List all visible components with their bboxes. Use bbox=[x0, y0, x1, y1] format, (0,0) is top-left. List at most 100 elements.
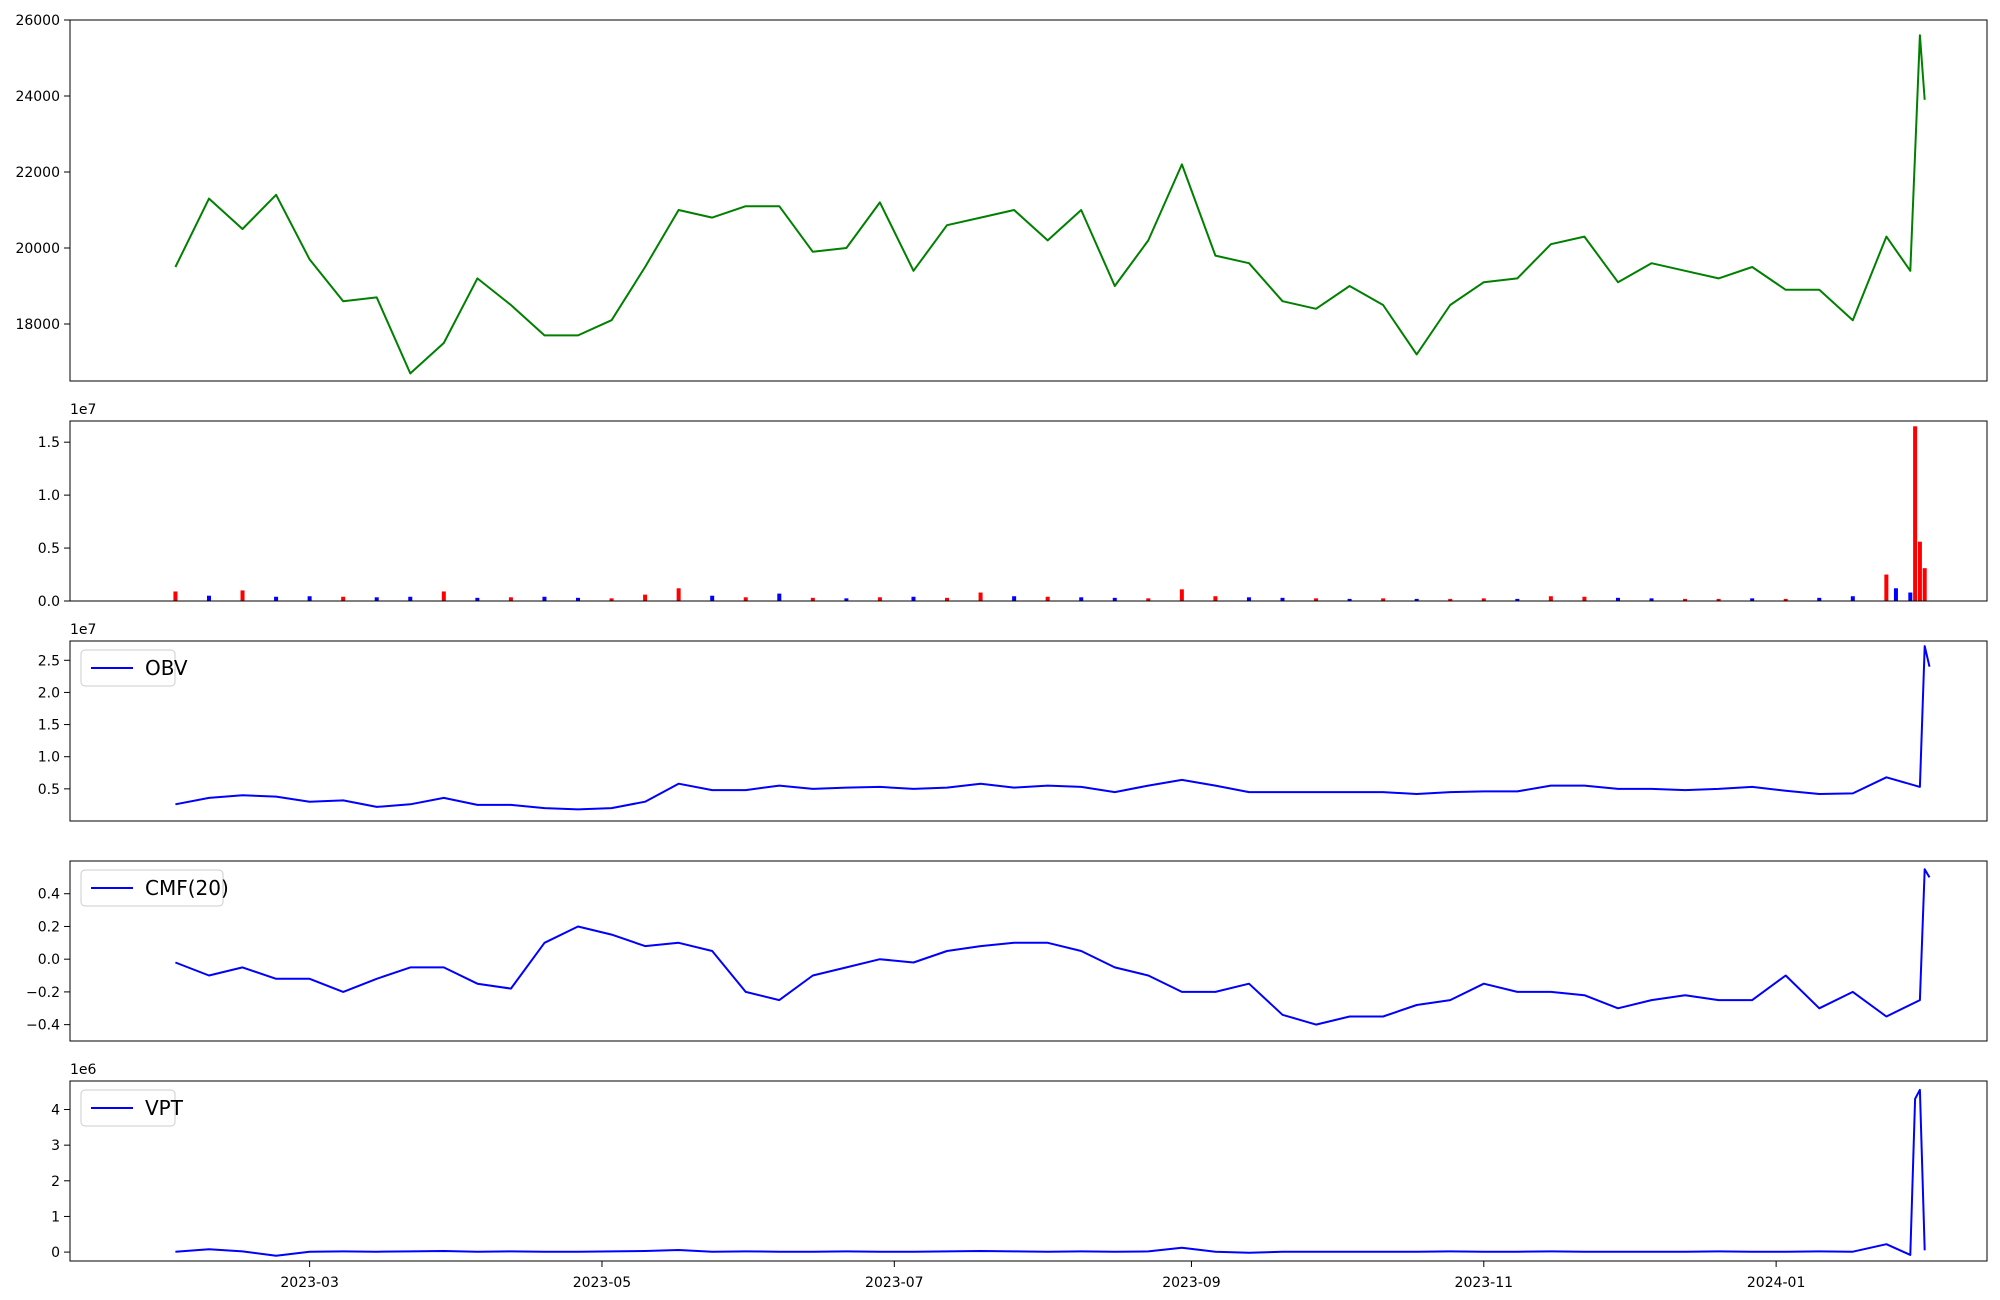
volume-bar bbox=[1012, 596, 1017, 601]
y-tick-label: 18000 bbox=[15, 317, 60, 333]
volume-bar bbox=[341, 596, 346, 601]
volume-bar bbox=[1381, 598, 1386, 601]
volume-bar bbox=[1922, 568, 1927, 601]
volume-bar bbox=[945, 597, 950, 601]
y-tick-label: 2.5 bbox=[38, 653, 60, 669]
volume-bar bbox=[1314, 598, 1319, 601]
volume-bar bbox=[1146, 598, 1151, 601]
volume-bar bbox=[1179, 589, 1184, 601]
y-tick-label: 2 bbox=[51, 1174, 60, 1190]
volume-bar bbox=[1893, 588, 1898, 601]
volume-bar bbox=[1414, 598, 1419, 601]
series-line bbox=[175, 645, 1931, 811]
axis-offset-label: 1e6 bbox=[70, 1062, 97, 1078]
volume-bar bbox=[978, 592, 983, 601]
x-tick-label: 2023-07 bbox=[865, 1275, 924, 1291]
series-line bbox=[174, 34, 1926, 375]
volume-bar bbox=[1817, 597, 1822, 601]
plot-frame bbox=[69, 19, 1988, 382]
volume-bar bbox=[240, 590, 245, 601]
volume-bar bbox=[777, 593, 782, 601]
y-tick-label: 3 bbox=[51, 1138, 60, 1154]
volume-bar bbox=[1548, 596, 1553, 601]
volume-bar bbox=[1649, 598, 1654, 601]
volume-bar bbox=[810, 597, 815, 601]
panel-4: −0.4 −0.2 0.0 0.2 0.4 CMF(20) bbox=[26, 860, 1988, 1042]
y-tick-label: 2.0 bbox=[38, 685, 60, 701]
volume-bar bbox=[1246, 597, 1251, 601]
volume-bar bbox=[1913, 426, 1918, 601]
volume-bar bbox=[1750, 598, 1755, 601]
x-tick-label: 2024-01 bbox=[1747, 1275, 1806, 1291]
volume-bar bbox=[911, 596, 916, 601]
y-tick-label: 0 bbox=[51, 1245, 60, 1261]
volume-bar bbox=[274, 596, 279, 601]
legend-label: OBV bbox=[145, 656, 188, 680]
y-tick-label: 0.5 bbox=[38, 541, 60, 557]
plot-frame bbox=[69, 640, 1988, 822]
y-tick-label: 24000 bbox=[15, 89, 60, 105]
volume-bar bbox=[206, 595, 211, 601]
y-tick-label: 22000 bbox=[15, 165, 60, 181]
y-tick-label: 0.2 bbox=[38, 919, 60, 935]
volume-bar bbox=[877, 597, 882, 601]
y-tick-label: −0.4 bbox=[26, 1018, 60, 1034]
volume-bar bbox=[609, 598, 614, 601]
volume-bar bbox=[508, 597, 513, 601]
volume-bar bbox=[374, 597, 379, 601]
legend: OBV bbox=[80, 649, 188, 687]
y-tick-label: 1.5 bbox=[38, 718, 60, 734]
volume-bar bbox=[1716, 598, 1721, 601]
volume-bar bbox=[408, 596, 413, 601]
panel-5: 0 1 2 3 4 1e6 VPT bbox=[51, 1062, 1988, 1262]
legend-box bbox=[80, 869, 224, 907]
legend: VPT bbox=[80, 1089, 184, 1127]
volume-bar bbox=[710, 595, 715, 601]
volume-bar bbox=[1615, 597, 1620, 601]
x-tick-label: 2023-05 bbox=[573, 1275, 632, 1291]
volume-bar bbox=[1783, 598, 1788, 601]
volume-bar bbox=[173, 591, 178, 601]
y-tick-label: 0.0 bbox=[38, 594, 60, 610]
panel-1: 18000 20000 22000 24000 26000 bbox=[15, 13, 1988, 382]
volume-bar bbox=[1884, 574, 1889, 601]
y-tick-label: 1.0 bbox=[38, 488, 60, 504]
series-line bbox=[175, 1088, 1926, 1257]
series-line bbox=[175, 868, 1931, 1026]
y-tick-label: 20000 bbox=[15, 241, 60, 257]
volume-bar bbox=[1448, 598, 1453, 601]
legend-label: VPT bbox=[145, 1096, 184, 1120]
volume-bar bbox=[1515, 598, 1520, 601]
y-tick-label: 1.0 bbox=[38, 750, 60, 766]
volume-bar bbox=[844, 598, 849, 601]
volume-bar bbox=[1850, 596, 1855, 601]
panel-3: 0.5 1.0 1.5 2.0 2.5 1e7 OBV bbox=[38, 622, 1988, 822]
y-tick-label: 0.0 bbox=[38, 952, 60, 968]
x-tick-label: 2023-09 bbox=[1162, 1275, 1221, 1291]
volume-bar bbox=[1213, 596, 1218, 601]
legend-label: CMF(20) bbox=[145, 876, 229, 900]
volume-bar bbox=[307, 596, 312, 601]
y-tick-label: 1.5 bbox=[38, 435, 60, 451]
volume-bar bbox=[475, 597, 480, 601]
y-tick-label: 26000 bbox=[15, 13, 60, 29]
volume-bar bbox=[1481, 598, 1486, 601]
plot-frame bbox=[69, 1080, 1988, 1262]
volume-bar bbox=[576, 597, 581, 601]
panel-2: 0.0 0.5 1.0 1.5 1e7 bbox=[38, 402, 1988, 610]
volume-bar bbox=[1347, 598, 1352, 601]
volume-bar bbox=[1112, 597, 1117, 601]
plot-frame bbox=[69, 860, 1988, 1042]
volume-bar bbox=[1683, 598, 1688, 601]
y-tick-label: 0.5 bbox=[38, 782, 60, 798]
volume-bar bbox=[441, 591, 446, 601]
x-tick-label: 2023-11 bbox=[1455, 1275, 1514, 1291]
volume-bar bbox=[643, 594, 648, 601]
y-tick-label: 4 bbox=[51, 1103, 60, 1119]
axis-offset-label: 1e7 bbox=[70, 402, 96, 418]
plot-frame bbox=[69, 420, 1988, 602]
y-tick-label: 1 bbox=[51, 1209, 60, 1225]
volume-bar bbox=[1280, 597, 1285, 601]
y-tick-label: −0.2 bbox=[26, 985, 60, 1001]
